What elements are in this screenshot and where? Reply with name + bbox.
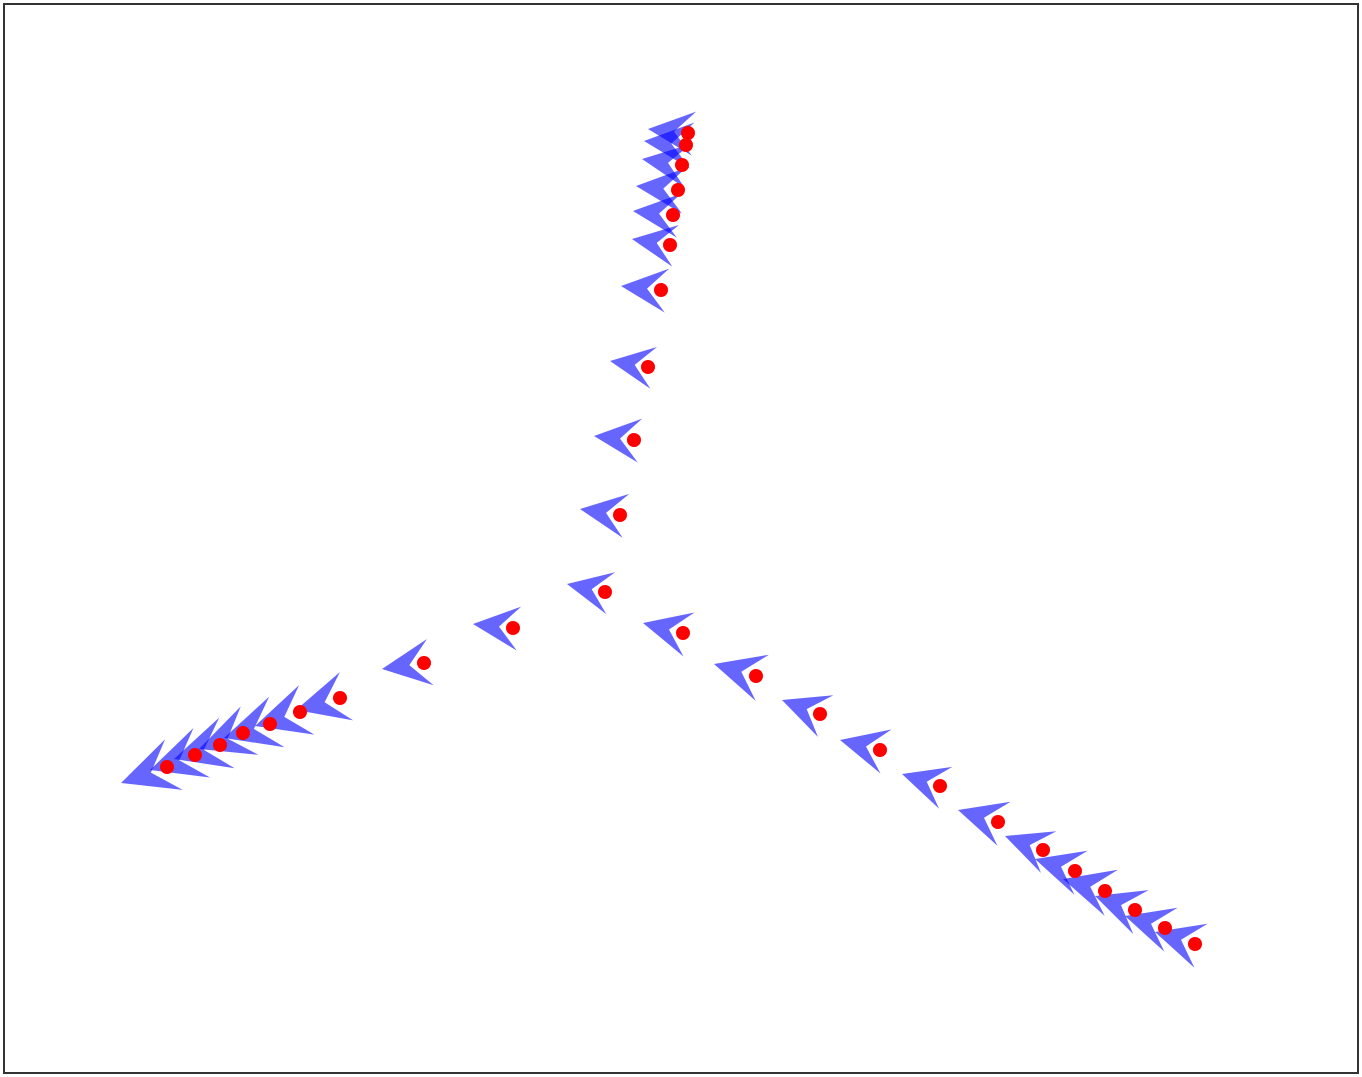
point: [991, 815, 1005, 829]
arrow: [121, 739, 183, 790]
arrow: [1063, 869, 1118, 916]
arrow: [382, 639, 434, 686]
arrow: [594, 418, 643, 463]
point: [160, 760, 174, 774]
arrow: [714, 654, 769, 701]
point: [666, 208, 680, 222]
point: [213, 738, 227, 752]
arrow: [902, 766, 953, 809]
point: [681, 126, 695, 140]
arrow: [1095, 890, 1149, 935]
point: [506, 621, 520, 635]
arrow: [632, 225, 679, 267]
point: [188, 748, 202, 762]
arrow: [1125, 907, 1178, 952]
arrow: [1005, 831, 1057, 873]
point: [1036, 843, 1050, 857]
point: [627, 433, 641, 447]
point: [1068, 864, 1082, 878]
point: [676, 626, 690, 640]
arrow: [1155, 923, 1208, 968]
point: [333, 691, 347, 705]
arrow: [296, 672, 354, 721]
point: [1158, 921, 1172, 935]
point: [1128, 903, 1142, 917]
arrow: [633, 193, 682, 238]
arrow: [644, 122, 695, 169]
arrow: [643, 612, 695, 657]
point: [679, 138, 693, 152]
point-layer: [160, 126, 1202, 951]
arrow: [958, 801, 1011, 846]
point: [749, 669, 763, 683]
point: [663, 238, 677, 252]
point: [417, 656, 431, 670]
arrow: [1035, 850, 1088, 895]
arrow: [636, 167, 687, 214]
point: [1098, 884, 1112, 898]
point: [675, 158, 689, 172]
arrow: [648, 111, 697, 156]
point: [613, 508, 627, 522]
point: [933, 779, 947, 793]
point: [654, 283, 668, 297]
point: [236, 726, 250, 740]
point: [641, 360, 655, 374]
point: [813, 707, 827, 721]
point: [873, 743, 887, 757]
point: [671, 183, 685, 197]
point: [263, 717, 277, 731]
point: [598, 585, 612, 599]
point: [1188, 937, 1202, 951]
arrow: [473, 606, 522, 651]
arrow: [642, 143, 692, 188]
arrow: [782, 695, 834, 737]
arrow: [840, 729, 892, 774]
arrow: [567, 572, 616, 615]
arrow: [580, 493, 630, 538]
point: [293, 705, 307, 719]
arrow: [621, 268, 670, 313]
arrow: [610, 347, 657, 389]
